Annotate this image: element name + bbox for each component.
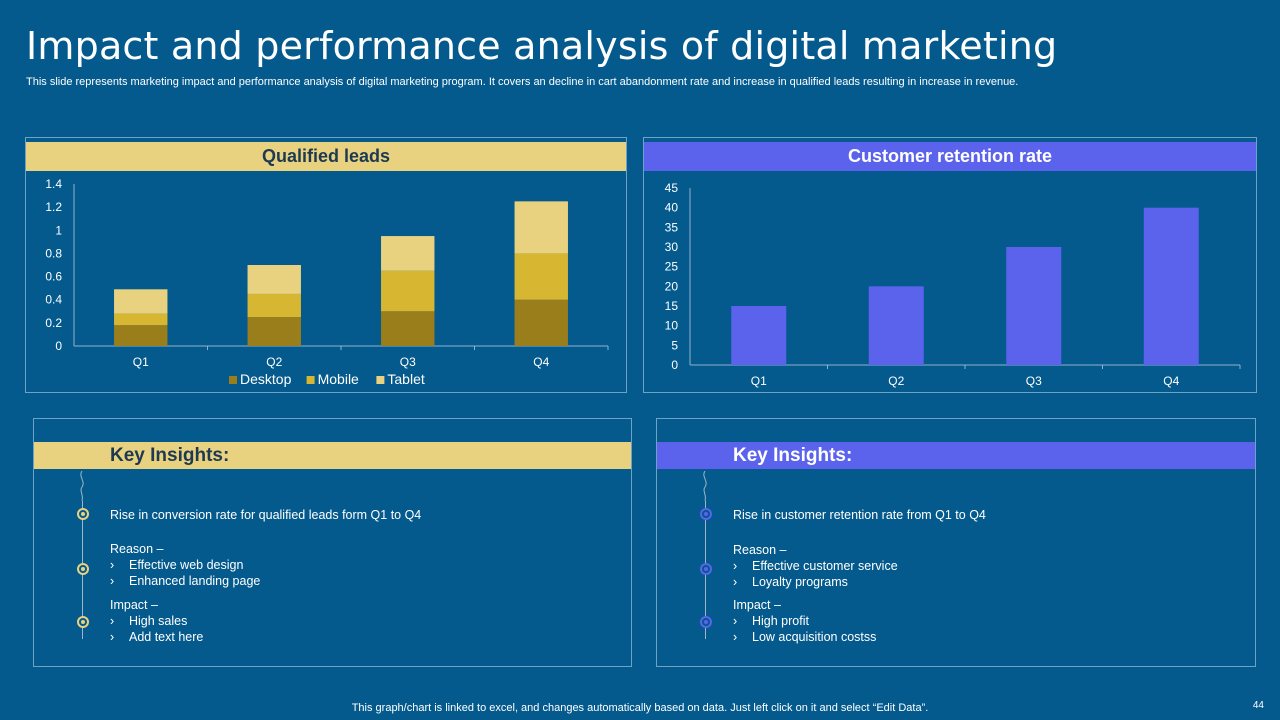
x-tick-label: Q2 <box>266 355 282 369</box>
x-tick-label: Q3 <box>400 355 416 369</box>
insights-left-heading: Key Insights: <box>34 442 631 469</box>
qualified-leads-panel: Qualified leads 0 0.2 0.4 0.6 0.8 1 1.2 1.4 Q1 Q2… <box>25 137 627 393</box>
bar-tablet-q3 <box>381 236 435 271</box>
reason-label: Reason – <box>733 543 787 557</box>
y-tick-label: 15 <box>665 299 679 313</box>
bar-customer-retention-rate-q4 <box>1143 207 1199 365</box>
insight-impacts: Impact – › High profit › Low acquisition c… <box>733 597 876 645</box>
bar-desktop-q1 <box>114 325 168 346</box>
y-tick-label: 35 <box>665 220 679 234</box>
page-title: Impact and performance analysis of digit… <box>26 24 1058 68</box>
x-tick-label: Q3 <box>1026 374 1042 388</box>
bar-tablet-q2 <box>247 265 301 294</box>
x-tick-label: Q4 <box>1163 374 1179 388</box>
bar-customer-retention-rate-q1 <box>731 306 787 365</box>
legend-swatch <box>376 376 385 384</box>
timeline-curl-icon <box>80 471 84 501</box>
chevron-right-icon: › <box>733 614 738 628</box>
qualified-leads-chart: 0 0.2 0.4 0.6 0.8 1 1.2 1.4 Q1 Q2 Q3 Q4 Desktop Mobil… <box>45 177 609 387</box>
insights-left-timeline <box>77 469 89 639</box>
y-tick-label: 1.2 <box>45 200 62 214</box>
legend-label: Desktop <box>240 371 292 387</box>
chevron-right-icon: › <box>733 559 738 573</box>
bar-mobile-q2 <box>247 293 301 318</box>
bar-desktop-q2 <box>247 317 301 346</box>
insight-point: Rise in conversion rate for qualified le… <box>110 508 422 522</box>
legend-label: Mobile <box>318 371 359 387</box>
y-tick-label: 1 <box>55 223 62 237</box>
list-item: › High profit <box>733 614 809 628</box>
customer-retention-chart: 0 5 10 15 20 25 30 35 40 45 Q1 Q2 Q3 Q4 <box>665 181 1241 388</box>
y-tick-label: 0 <box>671 358 678 372</box>
list-item: › High sales <box>110 614 188 628</box>
y-tick-label: 0.8 <box>45 246 62 260</box>
y-tick-label: 0.6 <box>45 270 62 284</box>
timeline-dot <box>700 508 712 520</box>
page-subtitle: This slide represents marketing impact a… <box>26 76 1019 88</box>
page-number: 44 <box>1252 700 1264 711</box>
y-tick-label: 40 <box>665 201 679 215</box>
timeline-dot <box>700 616 712 628</box>
insights-right-panel: Key Insights: Rise in customer retention… <box>656 418 1256 667</box>
qualified-leads-header: Qualified leads <box>26 142 626 171</box>
reason-label: Reason – <box>110 542 164 556</box>
legend-swatch <box>306 376 315 384</box>
list-item: › Enhanced landing page <box>110 574 261 588</box>
chevron-right-icon: › <box>110 630 115 644</box>
x-tick-label: Q1 <box>133 355 149 369</box>
list-item: › Add text here <box>110 630 204 644</box>
list-item: › Effective customer service <box>733 559 898 573</box>
legend-swatch <box>229 376 237 384</box>
bar-mobile-q3 <box>381 270 435 312</box>
bar-customer-retention-rate-q2 <box>868 286 924 365</box>
y-tick-label: 20 <box>665 279 679 293</box>
insight-point: Rise in customer retention rate from Q1 … <box>733 508 986 522</box>
insight-reasons: Reason – › Effective web design › Enhanced… <box>110 541 260 589</box>
bar-tablet-q4 <box>514 201 568 254</box>
x-tick-label: Q4 <box>533 355 549 369</box>
chevron-right-icon: › <box>110 558 115 572</box>
bar-desktop-q4 <box>514 299 568 346</box>
insights-right-heading: Key Insights: <box>657 442 1255 469</box>
chevron-right-icon: › <box>110 574 115 588</box>
bar-customer-retention-rate-q3 <box>1006 247 1062 365</box>
timeline-dot <box>77 508 89 520</box>
timeline-dot <box>77 616 89 628</box>
chevron-right-icon: › <box>733 575 738 589</box>
insight-impacts: Impact – › High sales › Add text here <box>110 597 203 645</box>
y-tick-label: 25 <box>665 260 679 274</box>
insight-reasons: Reason – › Effective customer service › Lo… <box>733 542 898 590</box>
bar-desktop-q3 <box>381 311 435 346</box>
y-tick-label: 30 <box>665 240 679 254</box>
y-tick-label: 0.2 <box>45 316 62 330</box>
bar-mobile-q1 <box>114 313 168 326</box>
y-tick-label: 0.4 <box>45 293 62 307</box>
list-item: › Low acquisition costss <box>733 630 877 644</box>
y-tick-label: 1.4 <box>45 177 62 191</box>
y-tick-label: 0 <box>55 339 62 353</box>
footer-note: This graph/chart is linked to excel, and… <box>351 702 929 714</box>
impact-label: Impact – <box>733 598 781 612</box>
bar-tablet-q1 <box>114 289 168 314</box>
list-item: › Effective web design <box>110 558 244 572</box>
timeline-dot <box>700 563 712 575</box>
timeline-curl-icon <box>703 471 707 501</box>
chevron-right-icon: › <box>110 614 115 628</box>
insights-left-panel: Key Insights: Rise in conversion rate fo… <box>33 418 632 667</box>
timeline-dot <box>77 563 89 575</box>
bar-mobile-q4 <box>514 253 568 300</box>
x-tick-label: Q1 <box>751 374 767 388</box>
legend-label: Tablet <box>387 371 424 387</box>
insights-right-timeline <box>700 469 712 639</box>
customer-retention-header: Customer retention rate <box>644 142 1256 171</box>
list-item: › Loyalty programs <box>733 575 848 589</box>
y-tick-label: 45 <box>665 181 679 195</box>
x-tick-label: Q2 <box>888 374 904 388</box>
y-tick-label: 5 <box>671 338 678 352</box>
impact-label: Impact – <box>110 598 158 612</box>
chevron-right-icon: › <box>733 630 738 644</box>
y-tick-label: 10 <box>665 319 679 333</box>
customer-retention-panel: Customer retention rate 0 5 10 15 20 25 30 35 40… <box>643 137 1257 393</box>
